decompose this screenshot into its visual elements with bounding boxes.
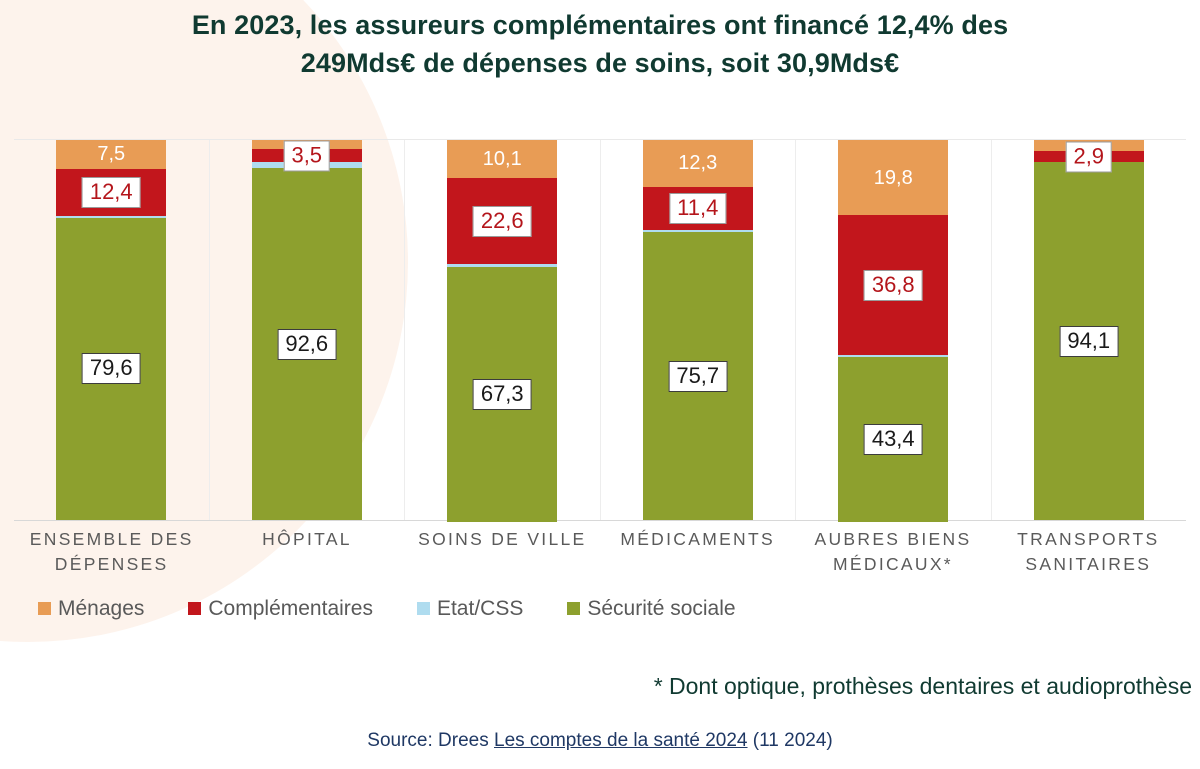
- bar-segment[interactable]: 36,8: [838, 215, 949, 356]
- category-label: TRANSPORTS SANITAIRES: [991, 527, 1186, 587]
- page-title-line-1: En 2023, les assureurs complémentaires o…: [191, 10, 1009, 40]
- bar-segment[interactable]: 7,5: [56, 140, 167, 169]
- page-title: En 2023, les assureurs complémentaires o…: [60, 6, 1140, 82]
- bar-segment[interactable]: [642, 230, 753, 233]
- chart-category-column: 19,8 36,8 43,4: [796, 140, 992, 523]
- category-label: AUBRES BIENS MÉDICAUX*: [795, 527, 990, 587]
- stacked-bar[interactable]: 2,9 94,1: [1033, 140, 1144, 520]
- category-label-line: MÉDICAMENTS: [620, 529, 775, 549]
- bar-segment-value-label: 7,5: [97, 143, 126, 166]
- legend-label: Sécurité sociale: [587, 597, 736, 620]
- bar-segment[interactable]: 10,1: [447, 140, 558, 179]
- category-label-line: SOINS DE VILLE: [418, 529, 587, 549]
- bar-segment[interactable]: 11,4: [642, 186, 753, 231]
- legend-label: Etat/CSS: [436, 597, 524, 620]
- bar-segment-value-label: 79,6: [81, 353, 141, 385]
- category-label: MÉDICAMENTS: [600, 527, 795, 587]
- bar-segment-value-label: 75,7: [668, 360, 728, 392]
- bar-segment[interactable]: 92,6: [251, 168, 362, 520]
- bar-segment[interactable]: 43,4: [838, 357, 949, 523]
- stacked-bar-chart-plot-area: 7,5 12,4 79,6 3,5 92,6 10,1 22,6 67,3 12,3 11,4 75…: [14, 139, 1187, 523]
- legend-item[interactable]: Sécurité sociale: [567, 597, 736, 620]
- bar-segment[interactable]: [56, 215, 167, 218]
- category-label-line: HÔPITAL: [262, 529, 352, 549]
- legend-item[interactable]: Ménages: [38, 598, 144, 619]
- footnote: * Dont optique, prothèses dentaires et a…: [653, 673, 1192, 699]
- chart-category-column: 7,5 12,4 79,6: [14, 140, 210, 520]
- category-label: HÔPITAL: [209, 527, 404, 587]
- bar-segment[interactable]: 22,6: [447, 178, 558, 265]
- bar-segment[interactable]: 19,8: [838, 140, 949, 216]
- bar-segment-value-label: 92,6: [277, 328, 337, 360]
- bar-segment[interactable]: 79,6: [56, 217, 167, 520]
- legend-item[interactable]: Etat/CSS: [416, 597, 524, 620]
- category-label-line: MÉDICAUX*: [833, 554, 953, 574]
- source-link[interactable]: Les comptes de la santé 2024: [494, 730, 748, 751]
- bar-segment[interactable]: 94,1: [1033, 162, 1144, 520]
- legend-swatch-icon: [38, 602, 51, 615]
- legend-label: Complémentaires: [208, 597, 373, 620]
- bar-segment[interactable]: 2,9: [1033, 141, 1144, 173]
- legend-label: Ménages: [58, 597, 145, 620]
- bar-segment-value-label: 67,3: [472, 378, 532, 410]
- page-title-line-2: 249Mds€ de dépenses de soins, soit 30,9M…: [300, 48, 900, 78]
- legend-swatch-icon: [416, 602, 430, 615]
- chart-category-column: 2,9 94,1: [992, 140, 1187, 520]
- legend-swatch-icon: [188, 602, 202, 615]
- bar-segment-value-label: 22,6: [472, 205, 532, 237]
- bar-segment-value-label: 2,9: [1065, 141, 1113, 173]
- bar-segment-value-label: 19,8: [873, 166, 913, 189]
- source-line: Source: Drees Les comptes de la santé 20…: [0, 730, 1200, 752]
- stacked-bar[interactable]: 19,8 36,8 43,4: [838, 140, 949, 523]
- bar-segment[interactable]: 3,5: [251, 140, 362, 172]
- bar-segment[interactable]: [838, 355, 949, 358]
- bar-segment-value-label: 36,8: [863, 269, 923, 301]
- stacked-bar[interactable]: 7,5 12,4 79,6: [56, 140, 167, 520]
- category-label-line: TRANSPORTS: [1017, 529, 1160, 549]
- chart-category-column: 3,5 92,6: [210, 140, 405, 520]
- bar-segment-value-label: 43,4: [863, 424, 923, 456]
- bar-segment[interactable]: 75,7: [642, 232, 753, 520]
- bar-segment-value-label: 3,5: [283, 140, 331, 172]
- stacked-bar[interactable]: 12,3 11,4 75,7: [642, 140, 753, 520]
- category-label-line: ENSEMBLE DES: [29, 529, 194, 549]
- category-label: SOINS DE VILLE: [405, 527, 600, 587]
- bar-segment-value-label: 12,4: [81, 176, 141, 208]
- category-axis-labels: ENSEMBLE DES DÉPENSES HÔPITAL SOINS DE VILL…: [14, 527, 1186, 587]
- category-label-line: AUBRES BIENS: [814, 529, 972, 549]
- bar-segment[interactable]: 12,3: [642, 140, 753, 187]
- chart-category-column: 12,3 11,4 75,7: [601, 140, 796, 520]
- category-label-line: DÉPENSES: [54, 554, 169, 574]
- category-label-line: SANITAIRES: [1025, 554, 1152, 574]
- legend-item[interactable]: Complémentaires: [188, 598, 373, 619]
- chart-category-column: 10,1 22,6 67,3: [405, 140, 601, 523]
- bar-segment-value-label: 12,3: [678, 152, 718, 175]
- stacked-bar[interactable]: 3,5 92,6: [251, 140, 362, 520]
- legend-swatch-icon: [567, 602, 581, 615]
- source-suffix: (11 2024): [747, 730, 833, 751]
- bar-segment-value-label: 10,1: [482, 148, 522, 171]
- bar-segment-value-label: 94,1: [1059, 325, 1119, 357]
- source-prefix: Source: Drees: [367, 730, 494, 751]
- bar-segment[interactable]: 12,4: [56, 168, 167, 216]
- bar-segment-value-label: 11,4: [669, 192, 727, 224]
- stacked-bar[interactable]: 10,1 22,6 67,3: [447, 140, 558, 523]
- category-label: ENSEMBLE DES DÉPENSES: [14, 527, 209, 587]
- chart-legend: Ménages Complémentaires Etat/CSS Sécurité s…: [38, 598, 736, 619]
- bar-segment[interactable]: [447, 264, 558, 267]
- bar-segment[interactable]: 67,3: [447, 266, 558, 523]
